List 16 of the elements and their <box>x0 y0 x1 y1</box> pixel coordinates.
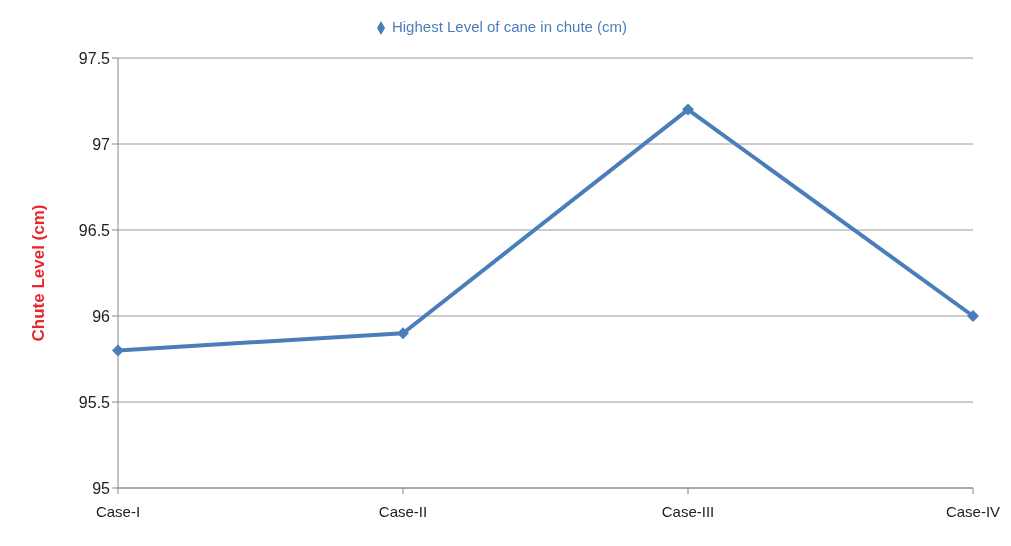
point <box>112 344 124 357</box>
legend-label: Highest Level of cane in chute (cm) <box>391 18 628 35</box>
y-tick-label: 97 <box>92 135 111 153</box>
point <box>682 103 694 116</box>
x-tick-label: Case-IV <box>945 502 1001 520</box>
point <box>967 310 979 322</box>
y-tick-label: 95 <box>92 479 111 497</box>
x-tick-label: Case-III <box>661 502 715 520</box>
point <box>397 327 409 340</box>
x-tick-label: Case-II <box>378 502 428 520</box>
y-tick-label: 96 <box>92 307 111 325</box>
y-axis-title: Chute Level (cm) <box>29 204 49 342</box>
x-tick-label: Case-I <box>95 502 141 520</box>
y-tick-label: 95.5 <box>78 393 111 411</box>
y-tick-label: 96.5 <box>78 221 111 239</box>
y-tick-label: 97.5 <box>78 49 111 67</box>
